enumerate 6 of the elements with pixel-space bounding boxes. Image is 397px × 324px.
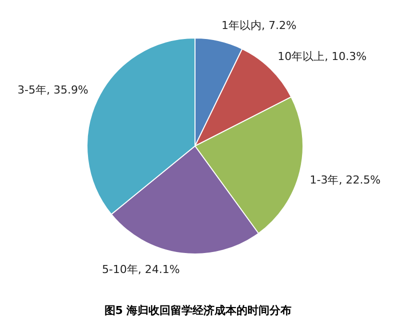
slice-label: 3-5年, 35.9%: [17, 83, 88, 96]
slice-label: 10年以上, 10.3%: [278, 50, 367, 63]
slice-label: 1-3年, 22.5%: [310, 174, 381, 187]
slice-label: 5-10年, 24.1%: [102, 263, 180, 276]
slice-label: 1年以内, 7.2%: [221, 19, 296, 32]
text: 图5 海归收回留学经济成本的时间分布: [104, 304, 292, 317]
